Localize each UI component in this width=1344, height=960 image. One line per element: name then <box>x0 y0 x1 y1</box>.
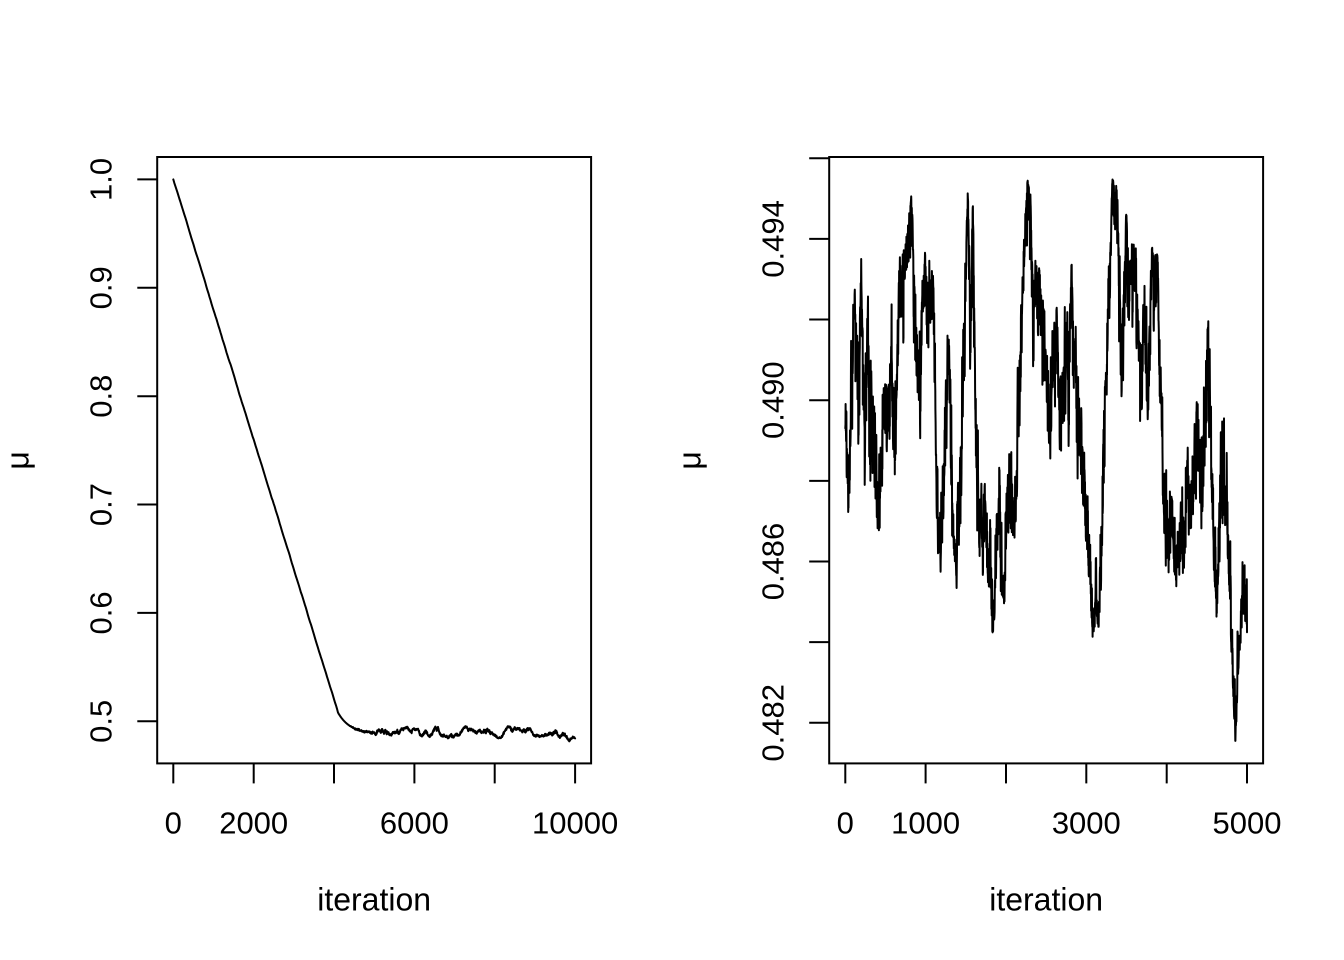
svg-text:0.6: 0.6 <box>83 591 118 634</box>
svg-text:0.8: 0.8 <box>83 375 118 418</box>
svg-text:0: 0 <box>837 806 854 841</box>
svg-text:μ: μ <box>672 451 708 469</box>
svg-text:μ: μ <box>0 451 36 469</box>
svg-text:6000: 6000 <box>380 806 449 841</box>
svg-text:3000: 3000 <box>1052 806 1121 841</box>
svg-text:0.494: 0.494 <box>755 200 790 278</box>
svg-text:5000: 5000 <box>1213 806 1282 841</box>
svg-text:iteration: iteration <box>989 882 1103 918</box>
svg-text:10000: 10000 <box>532 806 618 841</box>
svg-text:2000: 2000 <box>219 806 288 841</box>
svg-text:0.9: 0.9 <box>83 266 118 309</box>
svg-text:1000: 1000 <box>891 806 960 841</box>
svg-text:1.0: 1.0 <box>83 158 118 201</box>
svg-text:0.490: 0.490 <box>755 361 790 439</box>
svg-text:0.482: 0.482 <box>755 684 790 762</box>
svg-text:iteration: iteration <box>317 882 431 918</box>
svg-text:0.5: 0.5 <box>83 700 118 743</box>
svg-text:0: 0 <box>165 806 182 841</box>
svg-text:0.486: 0.486 <box>755 523 790 601</box>
svg-text:0.7: 0.7 <box>83 483 118 526</box>
